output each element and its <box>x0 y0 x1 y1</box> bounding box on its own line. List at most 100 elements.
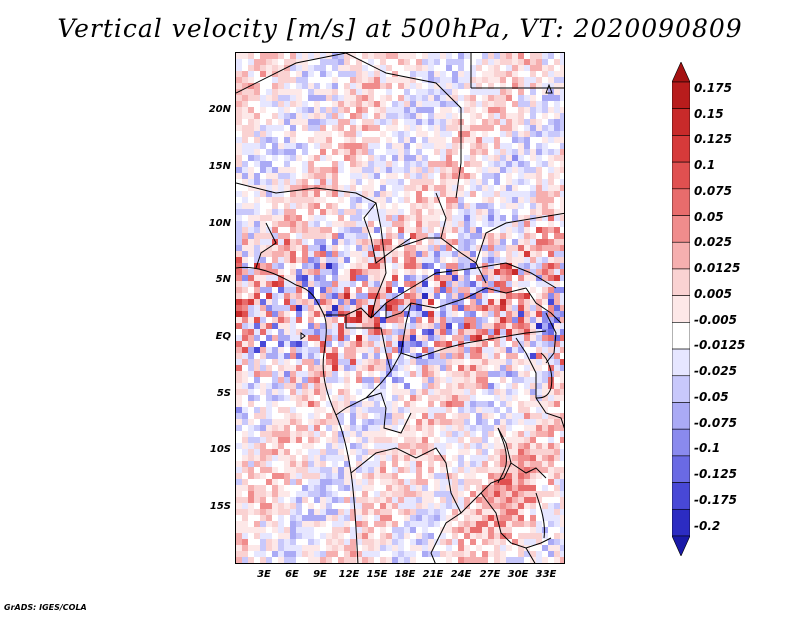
velocity-cell <box>404 53 410 59</box>
velocity-cell <box>464 167 470 173</box>
velocity-cell <box>440 401 446 407</box>
velocity-cell <box>392 419 398 425</box>
velocity-cell <box>314 557 320 563</box>
velocity-cell <box>350 323 356 329</box>
velocity-cell <box>314 401 320 407</box>
velocity-cell <box>482 383 488 389</box>
velocity-cell <box>386 485 392 491</box>
velocity-cell <box>320 185 326 191</box>
velocity-cell <box>398 545 404 551</box>
velocity-cell <box>332 167 338 173</box>
velocity-cell <box>536 341 542 347</box>
velocity-cell <box>398 461 404 467</box>
velocity-cell <box>302 245 308 251</box>
velocity-cell <box>410 467 416 473</box>
velocity-cell <box>296 347 302 353</box>
velocity-cell <box>416 395 422 401</box>
velocity-cell <box>362 53 368 59</box>
velocity-cell <box>506 371 512 377</box>
velocity-cell <box>422 323 428 329</box>
velocity-cell <box>338 437 344 443</box>
velocity-cell <box>500 371 506 377</box>
velocity-cell <box>482 347 488 353</box>
velocity-cell <box>260 203 266 209</box>
velocity-cell <box>248 209 254 215</box>
velocity-cell <box>494 509 500 515</box>
velocity-cell <box>302 221 308 227</box>
velocity-cell <box>332 551 338 557</box>
velocity-cell <box>434 353 440 359</box>
velocity-cell <box>248 191 254 197</box>
velocity-cell <box>332 485 338 491</box>
velocity-cell <box>548 125 554 131</box>
velocity-cell <box>260 485 266 491</box>
velocity-cell <box>446 539 452 545</box>
velocity-cell <box>428 161 434 167</box>
velocity-cell <box>344 107 350 113</box>
velocity-cell <box>518 365 524 371</box>
velocity-cell <box>518 173 524 179</box>
velocity-cell <box>524 161 530 167</box>
velocity-cell <box>362 161 368 167</box>
velocity-cell <box>530 143 536 149</box>
velocity-cell <box>374 287 380 293</box>
velocity-cell <box>518 383 524 389</box>
velocity-cell <box>308 563 314 564</box>
velocity-cell <box>380 89 386 95</box>
velocity-cell <box>404 209 410 215</box>
velocity-cell <box>428 443 434 449</box>
velocity-cell <box>296 71 302 77</box>
velocity-cell <box>254 167 260 173</box>
velocity-cell <box>374 413 380 419</box>
velocity-cell <box>494 521 500 527</box>
velocity-cell <box>332 269 338 275</box>
velocity-cell <box>254 437 260 443</box>
velocity-cell <box>242 155 248 161</box>
velocity-cell <box>476 257 482 263</box>
velocity-cell <box>404 539 410 545</box>
velocity-cell <box>422 311 428 317</box>
velocity-cell <box>470 443 476 449</box>
velocity-cell <box>320 551 326 557</box>
velocity-cell <box>386 77 392 83</box>
velocity-cell <box>416 335 422 341</box>
velocity-cell <box>284 173 290 179</box>
velocity-cell <box>404 437 410 443</box>
velocity-cell <box>536 287 542 293</box>
velocity-cell <box>560 281 564 287</box>
velocity-cell <box>296 113 302 119</box>
velocity-cell <box>374 119 380 125</box>
velocity-cell <box>428 503 434 509</box>
velocity-cell <box>320 77 326 83</box>
velocity-cell <box>278 419 284 425</box>
velocity-cell <box>560 491 564 497</box>
velocity-cell <box>560 365 564 371</box>
velocity-cell <box>500 281 506 287</box>
velocity-cell <box>326 359 332 365</box>
velocity-cell <box>416 233 422 239</box>
velocity-cell <box>284 95 290 101</box>
velocity-cell <box>476 335 482 341</box>
velocity-cell <box>338 209 344 215</box>
velocity-cell <box>290 83 296 89</box>
velocity-cell <box>254 329 260 335</box>
velocity-cell <box>482 467 488 473</box>
velocity-cell <box>266 317 272 323</box>
velocity-cell <box>248 389 254 395</box>
velocity-cell <box>548 389 554 395</box>
velocity-cell <box>476 557 482 563</box>
velocity-cell <box>266 509 272 515</box>
velocity-cell <box>422 179 428 185</box>
velocity-cell <box>392 233 398 239</box>
velocity-cell <box>434 365 440 371</box>
velocity-cell <box>272 203 278 209</box>
velocity-cell <box>476 299 482 305</box>
velocity-cell <box>446 215 452 221</box>
velocity-cell <box>290 503 296 509</box>
velocity-cell <box>494 173 500 179</box>
velocity-cell <box>332 149 338 155</box>
velocity-cell <box>260 449 266 455</box>
velocity-cell <box>290 311 296 317</box>
velocity-cell <box>308 323 314 329</box>
velocity-cell <box>368 527 374 533</box>
